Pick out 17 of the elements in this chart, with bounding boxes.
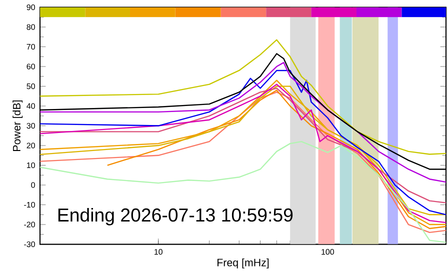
y-tick-label: -20 [24,222,35,228]
y-tick-label: 40 [26,103,35,109]
y-tick-label: 20 [26,142,35,148]
y-tick-label: 90 [26,4,35,10]
y-tick-label: 80 [26,24,35,30]
y-tick-label: -30 [24,241,35,247]
y-tick-label: 50 [26,83,35,89]
x-axis-title: Freq [mHz] [218,258,269,268]
y-tick-label: 60 [26,64,35,70]
y-tick-label: 0 [31,182,35,188]
y-tick-label: 30 [26,122,35,128]
x-tick-label: 100 [322,248,334,255]
y-tick-label: 70 [26,44,35,50]
annotation: Ending 2026-07-13 10:59:59 [58,208,293,226]
y-tick-label: 10 [27,162,35,168]
y-tick-label: -10 [24,202,35,208]
y-axis-title: Power [dB] [12,100,23,151]
